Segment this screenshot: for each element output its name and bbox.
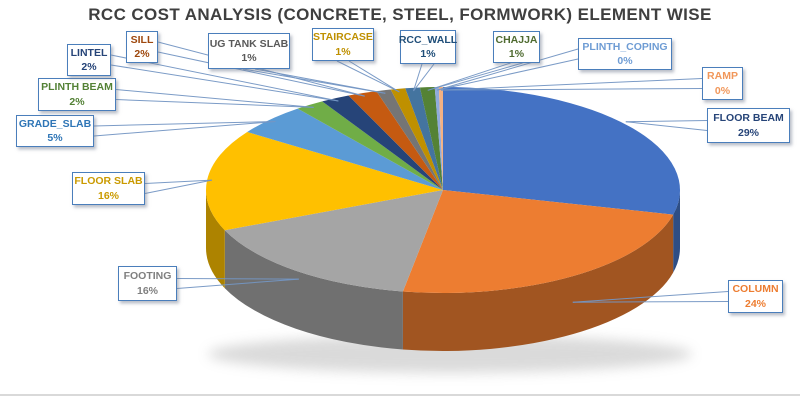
leader-line-plinth-coping — [436, 48, 579, 91]
callout-percent-value: 0% — [617, 55, 633, 67]
callout-category-label: FLOOR BEAM — [713, 112, 784, 125]
leader-line-plinth-beam — [115, 99, 314, 108]
pie-slice-side-footing[interactable] — [224, 230, 403, 350]
callout-percent-value: 29% — [737, 126, 759, 139]
callout-ug-tank-slab[interactable]: UG TANK SLAB 1% — [208, 33, 290, 69]
leader-line-column — [572, 291, 729, 303]
callout-percent-value: 24% — [744, 297, 766, 310]
pie-slice-rcc-wall[interactable] — [405, 87, 443, 190]
leader-line-sill — [157, 51, 365, 97]
callout-floor-beam[interactable]: FLOOR BEAM 29% — [707, 108, 790, 143]
callout-ramp[interactable]: RAMP 0% — [702, 67, 743, 100]
leader-line-floor-beam — [625, 120, 708, 123]
callout-plinth-coping[interactable]: PLINTH_COPING 0% — [578, 38, 672, 70]
leader-line-floor-slab — [144, 179, 212, 194]
pie-slice-footing[interactable] — [224, 190, 443, 292]
leader-line-floor-beam — [625, 121, 708, 131]
callout-category-label: LINTEL — [70, 46, 108, 59]
leader-line-lintel — [110, 64, 339, 102]
leader-line-rcc-wall — [413, 63, 435, 92]
callout-footing[interactable]: FOOTING 16% — [118, 266, 177, 301]
spreadsheet-gridline — [0, 394, 800, 396]
leader-line-column — [572, 301, 729, 303]
leader-line-sill — [157, 41, 365, 97]
callout-category-label: PLINTH_COPING — [582, 40, 668, 53]
callout-chajja[interactable]: CHAJJA 1% — [493, 31, 540, 63]
pie-slice-side-floor-slab[interactable] — [206, 190, 225, 289]
callout-percent-value: 2% — [81, 61, 97, 73]
callout-plinth-beam[interactable]: PLINTH BEAM 2% — [38, 78, 116, 111]
callout-percent-value: 2% — [134, 48, 150, 60]
callout-percent-value: 16% — [97, 189, 119, 202]
leader-line-ramp — [440, 88, 703, 91]
leader-line-rcc-wall — [413, 63, 423, 92]
callout-percent-value: 1% — [335, 45, 351, 58]
callout-category-label: UG TANK SLAB — [209, 37, 289, 50]
leader-line-plinth-coping — [436, 58, 579, 91]
leader-line-ug-tank-slab — [254, 68, 386, 94]
pie-slice-floor-slab[interactable] — [205, 131, 443, 231]
callout-floor-slab[interactable]: FLOOR SLAB 16% — [72, 172, 145, 205]
callout-category-label: PLINTH BEAM — [41, 81, 113, 94]
callout-percent-value: 1% — [241, 52, 257, 64]
leader-line-grade-slab — [93, 121, 276, 127]
leader-line-chajja — [427, 62, 511, 91]
pie-slice-lintel[interactable] — [322, 95, 443, 190]
callout-category-label: SILL — [130, 33, 154, 46]
pie-slice-staircase[interactable] — [390, 88, 443, 190]
pie-slice-ramp[interactable] — [438, 87, 443, 190]
callout-category-label: COLUMN — [732, 283, 779, 296]
callout-category-label: FOOTING — [123, 270, 172, 283]
callout-percent-value: 16% — [136, 284, 158, 297]
callout-grade-slab[interactable]: GRADE_SLAB 5% — [16, 115, 94, 147]
leader-line-ramp — [440, 78, 703, 91]
leader-line-footing — [176, 278, 299, 289]
pie-slice-column[interactable] — [402, 190, 674, 294]
callout-category-label: CHAJJA — [495, 33, 538, 46]
leader-line-floor-slab — [144, 179, 212, 184]
callout-rcc-wall[interactable]: RCC_WALL 1% — [398, 30, 458, 64]
callout-category-label: GRADE_SLAB — [18, 117, 92, 130]
pie-slice-plinth-coping[interactable] — [434, 87, 443, 190]
callout-sill[interactable]: SILL 2% — [126, 31, 158, 63]
pie-slice-side-floor-beam[interactable] — [673, 190, 680, 273]
callout-percent-value: 5% — [47, 132, 63, 144]
callout-percent-value: 1% — [420, 48, 436, 60]
callout-percent-value: 2% — [69, 95, 85, 108]
pie-slice-plinth-beam[interactable] — [297, 101, 443, 190]
leader-line-footing — [176, 278, 299, 280]
callout-column[interactable]: COLUMN 24% — [728, 280, 783, 313]
leader-line-plinth-beam — [115, 89, 314, 108]
pie-shadow — [208, 335, 692, 373]
leader-line-staircase — [336, 60, 400, 93]
callout-percent-value: 0% — [714, 84, 731, 97]
callout-category-label: RCC_WALL — [398, 33, 458, 46]
pie-slice-ug-tank-slab[interactable] — [376, 89, 443, 190]
chart-title: RCC COST ANALYSIS (CONCRETE, STEEL, FORM… — [88, 5, 712, 24]
leader-line-grade-slab — [93, 121, 276, 137]
pie-slice-floor-beam[interactable] — [443, 87, 680, 215]
pie-slice-chajja[interactable] — [419, 87, 443, 190]
leader-line-staircase — [348, 60, 400, 93]
pie-slice-side-column[interactable] — [402, 214, 674, 352]
callout-percent-value: 1% — [508, 48, 525, 60]
callout-category-label: FLOOR SLAB — [74, 175, 143, 188]
callout-staircase[interactable]: STAIRCASE 1% — [312, 28, 374, 61]
callout-lintel[interactable]: LINTEL 2% — [67, 44, 111, 76]
pie-slice-grade-slab[interactable] — [247, 108, 443, 190]
leader-line-chajja — [427, 62, 523, 91]
pie-slice-sill[interactable] — [348, 91, 443, 190]
callout-category-label: RAMP — [707, 70, 738, 83]
callout-category-label: STAIRCASE — [313, 31, 373, 44]
